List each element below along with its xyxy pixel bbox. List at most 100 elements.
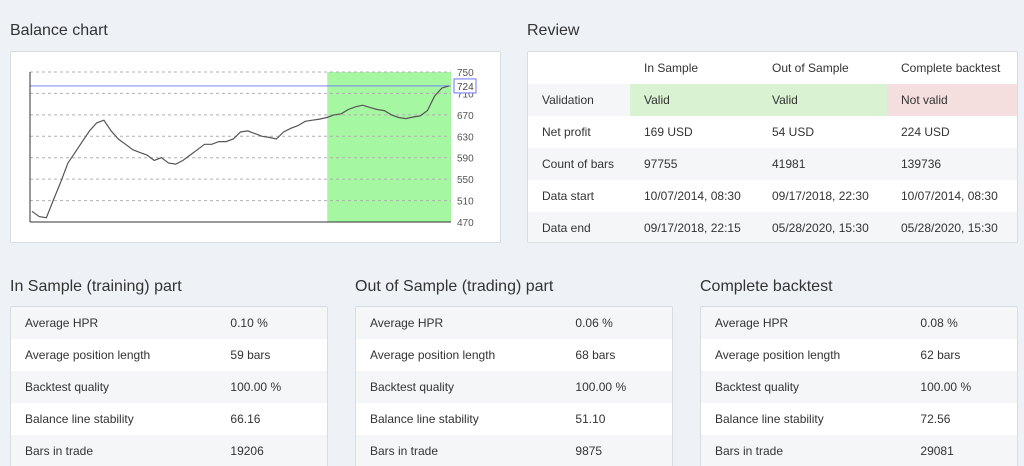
table-row: Bars in trade 29081: [701, 435, 1017, 466]
table-row: Average position length 59 bars: [11, 339, 327, 371]
out-of-sample-card: Average HPR 0.06 % Average position lengt…: [355, 306, 673, 466]
complete-backtest-card: Average HPR 0.08 % Average position lengt…: [700, 306, 1018, 466]
status-badge: Not valid: [887, 84, 1017, 116]
stat-label: Average position length: [370, 348, 496, 362]
table-row: Average HPR 0.08 %: [701, 307, 1017, 339]
y-tick-label: 630: [457, 132, 474, 143]
review-header-cell: [528, 52, 630, 84]
stat-value: 59 bars: [230, 348, 271, 362]
table-row: Backtest quality 100.00 %: [11, 371, 327, 403]
status-badge: Valid: [758, 84, 887, 116]
stat-value: 68 bars: [575, 348, 616, 362]
table-row: Balance line stability 72.56: [701, 403, 1017, 435]
balance-chart-title: Balance chart: [10, 22, 108, 39]
y-tick-label: 670: [457, 111, 474, 122]
stat-value: 66.16: [230, 412, 261, 426]
review-header-cell: Complete backtest: [901, 61, 1001, 75]
review-header-cell: In Sample: [644, 61, 699, 75]
y-tick-label: 510: [457, 197, 474, 208]
table-row: Average HPR 0.10 %: [11, 307, 327, 339]
out-of-sample-table: Average HPR 0.06 % Average position lengt…: [356, 307, 672, 466]
stat-label: Average HPR: [701, 307, 907, 339]
table-row: Bars in trade 19206: [11, 435, 327, 466]
review-row-validation: Validation Valid Valid Not valid: [528, 84, 1017, 116]
stat-value: 9875: [561, 435, 672, 466]
review-card: In Sample Out of Sample Complete backtes…: [527, 51, 1018, 243]
stat-label: Backtest quality: [701, 371, 907, 403]
stat-value: 100.00 %: [906, 371, 1017, 403]
balance-line: [31, 85, 450, 219]
row-label: Net profit: [542, 125, 591, 139]
stat-label: Bars in trade: [11, 435, 217, 466]
table-row: Average position length 68 bars: [356, 339, 672, 371]
review-row-data-start: Data start 10/07/2014, 08:30 09/17/2018,…: [528, 180, 1017, 212]
row-value: 97755: [630, 148, 758, 180]
stat-value: 72.56: [920, 412, 951, 426]
y-tick-label: 590: [457, 154, 474, 165]
table-row: Balance line stability 51.10: [356, 403, 672, 435]
review-row-data-end: Data end 09/17/2018, 22:15 05/28/2020, 1…: [528, 212, 1017, 242]
row-value: 10/07/2014, 08:30: [644, 189, 741, 203]
stat-label: Balance line stability: [715, 412, 824, 426]
in-sample-title: In Sample (training) part: [10, 278, 182, 295]
status-badge: Valid: [630, 84, 758, 116]
stat-label: Balance line stability: [370, 412, 479, 426]
y-tick-label: 470: [457, 218, 474, 229]
current-value-label: 724: [457, 82, 474, 93]
balance-chart-card: 750 710 670 630 590 550 510 470 724: [10, 51, 501, 243]
y-tick-label: 710: [457, 89, 474, 100]
row-label: Data start: [542, 189, 595, 203]
table-row: Average position length 62 bars: [701, 339, 1017, 371]
row-value: 05/28/2020, 15:30: [758, 212, 887, 242]
review-table: In Sample Out of Sample Complete backtes…: [528, 52, 1017, 242]
row-value: 169 USD: [644, 125, 693, 139]
row-value: 41981: [758, 148, 887, 180]
in-sample-card: Average HPR 0.10 % Average position lengt…: [10, 306, 328, 466]
stat-label: Backtest quality: [11, 371, 217, 403]
review-header-row: In Sample Out of Sample Complete backtes…: [528, 52, 1017, 84]
stat-value: 0.10 %: [216, 307, 327, 339]
row-value: 09/17/2018, 22:30: [772, 189, 869, 203]
stat-label: Backtest quality: [356, 371, 562, 403]
review-row-net-profit: Net profit 169 USD 54 USD 224 USD: [528, 116, 1017, 148]
y-tick-label: 550: [457, 175, 474, 186]
review-title: Review: [527, 22, 580, 39]
stat-label: Average HPR: [11, 307, 217, 339]
table-row: Balance line stability 66.16: [11, 403, 327, 435]
balance-chart: 750 710 670 630 590 550 510 470 724: [29, 68, 477, 229]
stat-label: Balance line stability: [25, 412, 134, 426]
stat-value: 19206: [216, 435, 327, 466]
stat-value: 29081: [906, 435, 1017, 466]
table-row: Average HPR 0.06 %: [356, 307, 672, 339]
out-of-sample-region: [327, 72, 451, 222]
stat-value: 100.00 %: [216, 371, 327, 403]
y-tick-label: 750: [457, 68, 474, 79]
row-label: Validation: [528, 84, 630, 116]
out-of-sample-title: Out of Sample (trading) part: [355, 278, 554, 295]
stat-value: 0.06 %: [561, 307, 672, 339]
stat-value: 0.08 %: [906, 307, 1017, 339]
review-row-count-of-bars: Count of bars 97755 41981 139736: [528, 148, 1017, 180]
complete-backtest-title: Complete backtest: [700, 278, 833, 295]
row-value: 09/17/2018, 22:15: [630, 212, 758, 242]
review-header-cell: Out of Sample: [772, 61, 849, 75]
row-label: Count of bars: [528, 148, 630, 180]
table-row: Backtest quality 100.00 %: [356, 371, 672, 403]
stat-label: Average HPR: [356, 307, 562, 339]
row-value: 10/07/2014, 08:30: [901, 189, 998, 203]
row-value: 54 USD: [772, 125, 815, 139]
stat-value: 62 bars: [920, 348, 961, 362]
stat-value: 100.00 %: [561, 371, 672, 403]
in-sample-table: Average HPR 0.10 % Average position lengt…: [11, 307, 327, 466]
table-row: Backtest quality 100.00 %: [701, 371, 1017, 403]
row-value: 224 USD: [901, 125, 950, 139]
stat-value: 51.10: [575, 412, 606, 426]
stat-label: Bars in trade: [701, 435, 907, 466]
stat-label: Average position length: [25, 348, 151, 362]
stat-label: Average position length: [715, 348, 841, 362]
row-label: Data end: [528, 212, 630, 242]
stat-label: Bars in trade: [356, 435, 562, 466]
table-row: Bars in trade 9875: [356, 435, 672, 466]
current-value-badge: [453, 78, 477, 94]
complete-backtest-table: Average HPR 0.08 % Average position lengt…: [701, 307, 1017, 466]
